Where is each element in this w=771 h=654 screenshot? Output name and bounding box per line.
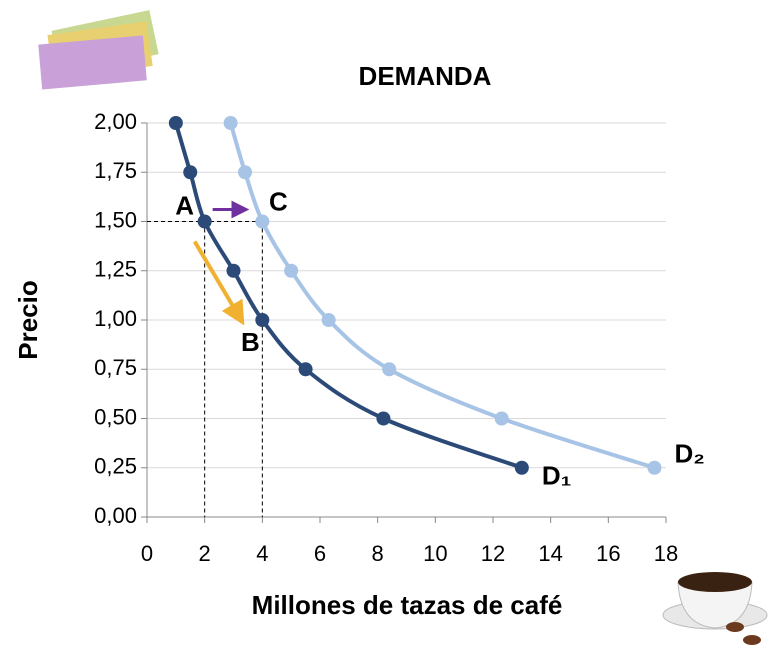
x-axis-title: Millones de tazas de café — [252, 590, 563, 620]
y-tick-label: 1,50 — [94, 207, 137, 232]
point — [515, 461, 529, 475]
x-tick-label: 16 — [596, 541, 620, 566]
point — [238, 165, 252, 179]
point — [284, 264, 298, 278]
y-tick-label: 2,00 — [94, 109, 137, 134]
y-axis-title: Precio — [13, 280, 43, 360]
x-tick-label: 10 — [423, 541, 447, 566]
y-tick-label: 1,25 — [94, 257, 137, 282]
point — [376, 412, 390, 426]
x-tick-label: 14 — [538, 541, 562, 566]
point — [255, 215, 269, 229]
y-tick-label: 0,75 — [94, 355, 137, 380]
y-tick-label: 0,00 — [94, 503, 137, 528]
x-tick-label: 2 — [199, 541, 211, 566]
x-tick-label: 8 — [372, 541, 384, 566]
money-icon — [38, 10, 158, 89]
legend-label: D₁ — [542, 461, 572, 491]
legend-label: D₂ — [674, 439, 704, 469]
point — [299, 362, 313, 376]
x-tick-label: 6 — [314, 541, 326, 566]
y-tick-label: 1,00 — [94, 306, 137, 331]
point — [255, 313, 269, 327]
annotation: A — [175, 190, 194, 220]
page: DEMANDA Millones de tazas de café Precio… — [0, 0, 771, 654]
y-tick-label: 0,25 — [94, 454, 137, 479]
point — [227, 264, 241, 278]
coffee-icon — [663, 572, 767, 645]
point — [322, 313, 336, 327]
y-tick-label: 1,75 — [94, 158, 137, 183]
x-tick-label: 12 — [481, 541, 505, 566]
point — [382, 362, 396, 376]
x-tick-label: 4 — [256, 541, 268, 566]
point — [169, 116, 183, 130]
x-tick-label: 18 — [654, 541, 678, 566]
y-tick-label: 0,50 — [94, 404, 137, 429]
x-tick-label: 0 — [141, 541, 153, 566]
line — [231, 123, 655, 468]
arrow — [195, 242, 243, 323]
point — [198, 215, 212, 229]
annotation: C — [269, 186, 288, 216]
point — [647, 461, 661, 475]
chart-title: DEMANDA — [359, 61, 492, 91]
point — [224, 116, 238, 130]
chart: DEMANDA Millones de tazas de café Precio… — [0, 0, 771, 654]
annotation: B — [241, 327, 260, 357]
point — [183, 165, 197, 179]
point — [495, 412, 509, 426]
